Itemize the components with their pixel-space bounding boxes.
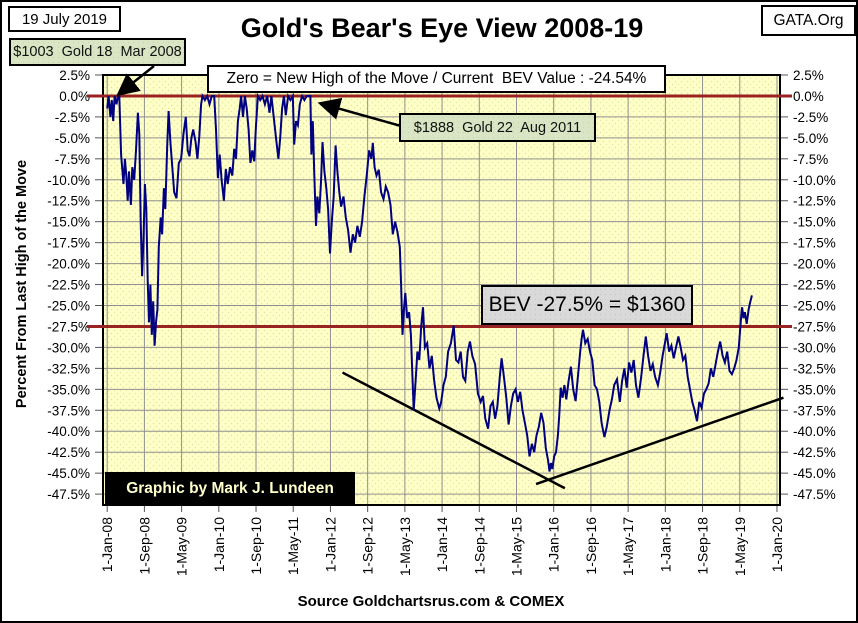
x-tick-label: 1-Sep-08 bbox=[136, 517, 152, 575]
y-tick-label-right: -20.0% bbox=[793, 257, 836, 272]
y-tick-label-left: -10.0% bbox=[47, 173, 90, 188]
y-tick-label-left: -42.5% bbox=[47, 445, 90, 460]
y-tick-label-left: -45.0% bbox=[47, 466, 90, 481]
date-label: 19 July 2019 bbox=[21, 10, 108, 28]
credit-box: Graphic by Mark J. Lundeen bbox=[105, 472, 355, 505]
y-tick-label-left: -2.5% bbox=[55, 110, 90, 125]
y-tick-label-right: -40.0% bbox=[793, 424, 836, 439]
x-tick-label: 1-May-19 bbox=[732, 517, 748, 576]
gold-1003-annotation: $1003 Gold 18 Mar 2008 bbox=[9, 38, 186, 66]
x-tick-label: 1-May-11 bbox=[285, 517, 301, 575]
y-tick-label-right: -17.5% bbox=[793, 236, 836, 251]
y-tick-label-right: -30.0% bbox=[793, 340, 836, 355]
y-tick-label-left: -30.0% bbox=[47, 340, 90, 355]
x-tick-label: 1-Sep-14 bbox=[471, 517, 487, 575]
y-tick-label-left: -20.0% bbox=[47, 257, 90, 272]
x-tick-label: 1-Jan-14 bbox=[434, 517, 450, 572]
y-tick-label-left: -32.5% bbox=[47, 361, 90, 376]
credit-label: Graphic by Mark J. Lundeen bbox=[126, 479, 334, 497]
y-tick-label-right: -37.5% bbox=[793, 403, 836, 418]
arrow-gold-1888 bbox=[317, 97, 402, 128]
x-tick-label: 1-Sep-12 bbox=[360, 517, 376, 575]
zero-definition-label: Zero = New High of the Move / Current BE… bbox=[226, 70, 647, 87]
bev-price-level-label: BEV -27.5% = $1360 bbox=[488, 293, 686, 316]
gold-1888-label: $1888 Gold 22 Aug 2011 bbox=[413, 119, 582, 136]
y-tick-label-right: -32.5% bbox=[793, 361, 836, 376]
y-tick-label-right: -45.0% bbox=[793, 466, 836, 481]
x-tick-label: 1-May-13 bbox=[397, 517, 413, 576]
y-axis-title: Percent From Last High of the Move bbox=[14, 159, 30, 409]
x-tick-label: 1-Sep-18 bbox=[695, 517, 711, 575]
y-tick-label-right: -42.5% bbox=[793, 445, 836, 460]
bev-price-level-box: BEV -27.5% = $1360 bbox=[481, 285, 693, 325]
y-tick-label-right: -25.0% bbox=[793, 299, 836, 314]
y-tick-label-left: -35.0% bbox=[47, 382, 90, 397]
y-tick-label-right: -10.0% bbox=[793, 173, 836, 188]
x-tick-label: 1-Jan-10 bbox=[211, 517, 227, 572]
y-tick-label-right: 0.0% bbox=[793, 89, 824, 104]
y-tick-label-right: 2.5% bbox=[793, 68, 824, 83]
y-tick-label-left: -5.0% bbox=[55, 131, 90, 146]
bev-series-line bbox=[106, 92, 753, 472]
gold-1888-annotation: $1888 Gold 22 Aug 2011 bbox=[399, 113, 596, 142]
y-tick-label-left: -40.0% bbox=[47, 424, 90, 439]
y-tick-label-left: -37.5% bbox=[47, 403, 90, 418]
y-tick-label-left: -27.5% bbox=[47, 319, 90, 334]
y-tick-label-left: 0.0% bbox=[59, 89, 90, 104]
y-tick-label-left: -15.0% bbox=[47, 215, 90, 230]
x-tick-label: 1-Jan-18 bbox=[657, 517, 673, 572]
y-tick-label-left: -17.5% bbox=[47, 236, 90, 251]
y-tick-label-left: -22.5% bbox=[47, 278, 90, 293]
page-title: Gold's Bear's Eye View 2008-19 bbox=[240, 13, 644, 43]
trendline bbox=[341, 371, 566, 490]
arrow-gold-1003 bbox=[116, 65, 155, 97]
y-tick-label-right: -15.0% bbox=[793, 215, 836, 230]
y-tick-label-right: -7.5% bbox=[793, 152, 828, 167]
y-tick-label-right: -27.5% bbox=[793, 319, 836, 334]
y-tick-label-left: 2.5% bbox=[59, 68, 90, 83]
x-tick-label: 1-May-17 bbox=[620, 517, 636, 576]
y-tick-label-left: -25.0% bbox=[47, 299, 90, 314]
source-line: Source Goldchartsrus.com & COMEX bbox=[297, 593, 565, 610]
zero-definition-box: Zero = New High of the Move / Current BE… bbox=[207, 65, 666, 93]
gata-org-box: GATA.Org bbox=[761, 5, 856, 36]
x-tick-label: 1-Jan-12 bbox=[322, 517, 338, 572]
x-tick-label: 1-May-09 bbox=[174, 517, 190, 576]
y-tick-label-right: -35.0% bbox=[793, 382, 836, 397]
trendline bbox=[535, 396, 784, 486]
y-tick-label-right: -47.5% bbox=[793, 487, 836, 502]
x-tick-label: 1-Jan-08 bbox=[99, 517, 115, 572]
gold-1003-label: $1003 Gold 18 Mar 2008 bbox=[13, 44, 182, 60]
x-tick-label: 1-Jan-16 bbox=[546, 517, 562, 572]
y-tick-label-left: -47.5% bbox=[47, 487, 90, 502]
x-tick-label: 1-Jan-20 bbox=[769, 517, 785, 572]
x-tick-label: 1-May-15 bbox=[509, 517, 525, 576]
y-tick-label-left: -7.5% bbox=[55, 152, 90, 167]
y-tick-label-right: -2.5% bbox=[793, 110, 828, 125]
y-tick-label-left: -12.5% bbox=[47, 194, 90, 209]
y-tick-label-right: -5.0% bbox=[793, 131, 828, 146]
date-box: 19 July 2019 bbox=[8, 6, 121, 32]
gata-org-label: GATA.Org bbox=[773, 11, 844, 29]
y-tick-label-right: -22.5% bbox=[793, 278, 836, 293]
x-tick-label: 1-Sep-10 bbox=[248, 517, 264, 575]
x-tick-label: 1-Sep-16 bbox=[583, 517, 599, 575]
y-tick-label-right: -12.5% bbox=[793, 194, 836, 209]
